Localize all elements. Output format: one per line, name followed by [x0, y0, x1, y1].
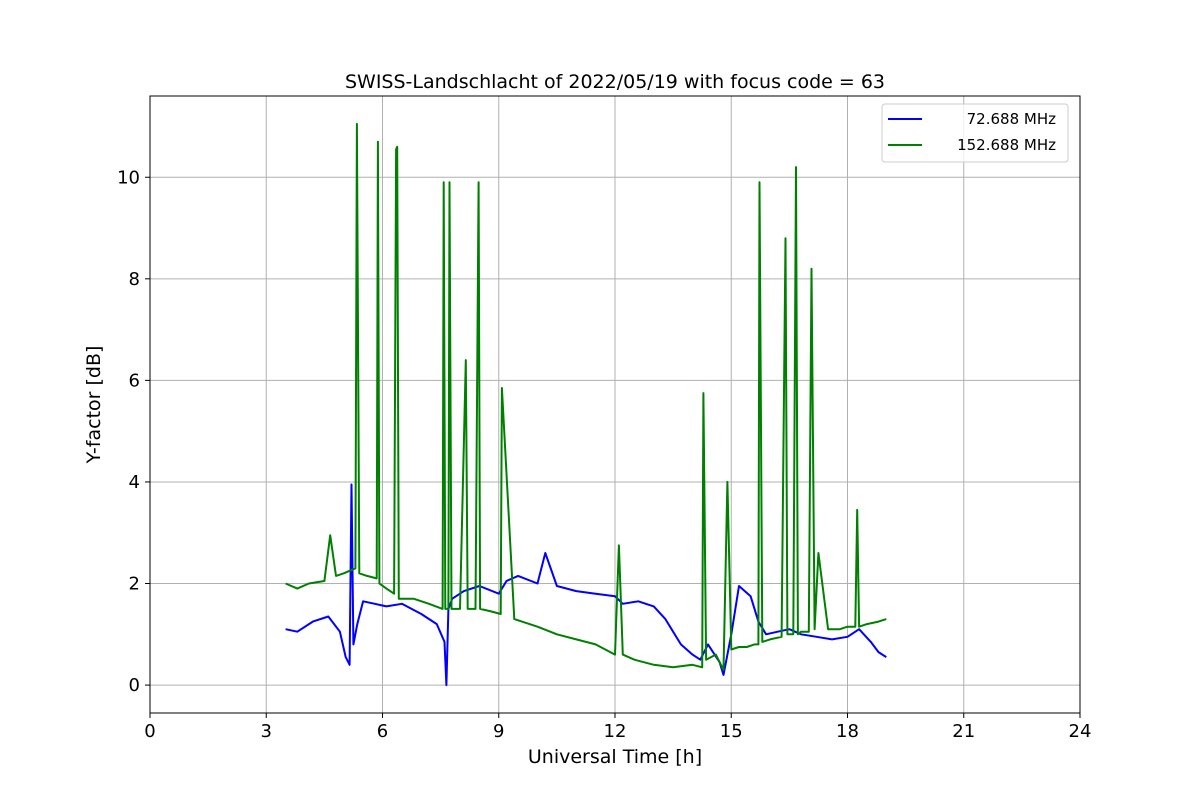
x-tick-label: 21	[952, 721, 975, 742]
legend-label: 152.688 MHz	[957, 136, 1056, 154]
series-layer	[285, 122, 887, 687]
x-tick-label: 12	[604, 721, 627, 742]
y-tick-label: 8	[129, 269, 140, 290]
legend-label: 72.688 MHz	[967, 110, 1056, 128]
series-line-2	[285, 122, 887, 671]
x-tick-label: 24	[1069, 721, 1092, 742]
series-line-1	[285, 483, 887, 687]
legend: 72.688 MHz 152.688 MHz	[881, 103, 1069, 163]
x-tick-label: 15	[720, 721, 743, 742]
y-tick-label: 4	[129, 472, 140, 493]
x-tick-label: 6	[377, 721, 388, 742]
chart-title: SWISS-Landschlacht of 2022/05/19 with fo…	[345, 71, 885, 93]
x-tick-label: 9	[493, 721, 504, 742]
legend-box	[881, 103, 1069, 163]
x-axis-label: Universal Time [h]	[528, 746, 702, 768]
y-tick-label: 6	[129, 370, 140, 391]
x-tick-label: 0	[144, 721, 155, 742]
x-tick-label: 3	[261, 721, 272, 742]
x-tick-label: 18	[836, 721, 859, 742]
y-axis-label: Y-factor [dB]	[83, 346, 105, 465]
y-tick-label: 2	[129, 574, 140, 595]
y-tick-label: 0	[129, 675, 140, 696]
y-tick-label: 10	[117, 167, 140, 188]
